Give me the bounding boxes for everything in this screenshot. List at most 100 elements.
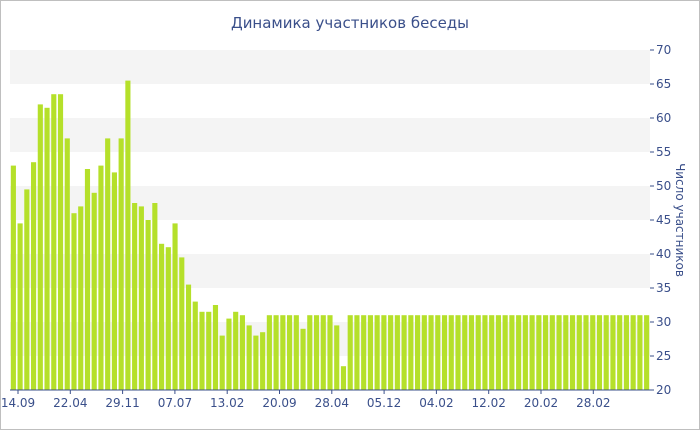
bar <box>455 315 461 390</box>
bar <box>576 315 582 390</box>
bar <box>199 311 205 390</box>
bar <box>644 315 650 390</box>
y-tick-label: 20 <box>656 383 671 397</box>
bar <box>596 315 603 390</box>
bar <box>111 172 117 390</box>
bar <box>374 315 380 390</box>
bar <box>435 315 441 390</box>
bar <box>367 315 373 390</box>
bar <box>556 315 562 390</box>
bar <box>84 169 91 390</box>
bar <box>421 315 427 390</box>
bar <box>138 206 144 390</box>
bar <box>152 203 158 390</box>
bar <box>347 315 353 390</box>
bar <box>10 165 16 390</box>
y-tick-label: 25 <box>656 349 671 363</box>
bar <box>569 315 576 390</box>
y-tick-label: 60 <box>656 111 671 125</box>
bar <box>212 305 219 390</box>
bar <box>468 315 475 390</box>
bar <box>179 257 185 390</box>
bar <box>482 315 488 390</box>
bar <box>206 311 212 390</box>
bar <box>246 325 252 390</box>
bar <box>623 315 629 390</box>
bar <box>280 315 286 390</box>
x-tick-label: 04.02 <box>419 396 453 410</box>
y-tick-label: 35 <box>656 281 671 295</box>
bar <box>165 247 171 390</box>
x-tick-label: 07.07 <box>158 396 192 410</box>
bar <box>260 332 266 390</box>
bar <box>64 138 70 390</box>
bar <box>495 315 501 390</box>
y-tick-label: 45 <box>656 213 671 227</box>
bar <box>266 315 272 390</box>
bar-series <box>10 80 650 391</box>
y-tick-label: 55 <box>656 145 671 159</box>
bar <box>17 223 23 390</box>
bar <box>300 328 306 390</box>
y-axis-label: Число участников <box>673 163 687 277</box>
bar <box>125 80 131 390</box>
y-axis: 20 25 30 35 40 45 50 55 60 65 70 <box>650 43 671 397</box>
bar <box>118 138 124 390</box>
bar <box>637 315 643 390</box>
bar <box>489 315 495 390</box>
y-tick-label: 65 <box>656 77 671 91</box>
bar <box>71 213 77 390</box>
grid-band <box>10 118 650 152</box>
bar <box>172 223 178 390</box>
bar <box>320 315 326 390</box>
bar <box>543 315 549 390</box>
x-tick-label: 12.02 <box>472 396 506 410</box>
x-tick-label: 29.11 <box>105 396 139 410</box>
bar <box>307 315 313 390</box>
bar <box>415 315 421 390</box>
bar <box>132 203 138 390</box>
bar <box>273 315 279 390</box>
bar <box>408 315 414 390</box>
bar <box>529 315 535 390</box>
bar <box>610 315 616 390</box>
bar <box>233 311 239 390</box>
bar <box>192 301 198 390</box>
x-tick-label: 22.04 <box>53 396 87 410</box>
x-tick-label: 20.02 <box>524 396 558 410</box>
bar <box>185 284 192 390</box>
y-tick-label: 40 <box>656 247 671 261</box>
bar <box>239 315 245 390</box>
bar <box>219 335 225 390</box>
x-tick-label: 28.02 <box>576 396 610 410</box>
bar <box>630 315 636 390</box>
bar <box>516 315 522 390</box>
bar <box>287 315 293 390</box>
x-axis: 14.09 22.04 29.11 07.07 13.02 20.09 28.04 05.12… <box>1 389 650 410</box>
bar <box>327 315 333 390</box>
bar <box>563 315 569 390</box>
bar <box>583 315 589 390</box>
bar <box>617 315 623 390</box>
bar <box>31 162 37 390</box>
bar <box>448 315 454 390</box>
y-tick-label: 30 <box>656 315 671 329</box>
bar <box>462 315 468 390</box>
bar <box>502 315 508 390</box>
bar <box>388 315 394 390</box>
bar <box>91 192 97 390</box>
bar <box>590 315 596 390</box>
x-tick-label: 20.09 <box>262 396 296 410</box>
bar <box>381 315 387 390</box>
x-tick-label: 05.12 <box>367 396 401 410</box>
bar <box>253 335 259 390</box>
bar <box>536 315 542 390</box>
bar <box>293 315 299 390</box>
bar <box>105 138 111 390</box>
bar <box>354 315 360 390</box>
bar <box>78 206 84 390</box>
bar <box>549 315 555 390</box>
bar <box>475 315 481 390</box>
bar <box>340 366 347 390</box>
